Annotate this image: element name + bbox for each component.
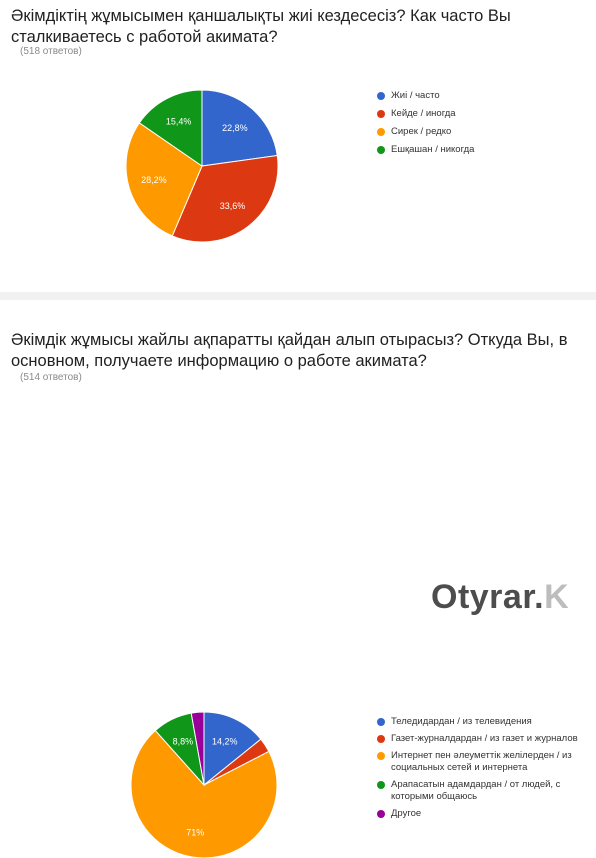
- legend-label: Газет-журналдардан / из газет и журналов: [391, 733, 578, 744]
- legend-label: Жиі / часто: [391, 90, 440, 101]
- question-card-source: Әкімдік жұмысы жайлы ақпаратты қайдан ал…: [0, 300, 596, 858]
- pie-chart-source: 14,2% 71% 8,8%: [130, 711, 278, 858]
- legend-item: Сирек / редко: [377, 126, 474, 138]
- response-count: (518 ответов): [20, 46, 82, 57]
- site-watermark-logo: Otyrar.K: [431, 578, 569, 617]
- question-card-frequency: Әкімдіктің жұмысымен қаншалықты жиі кезд…: [0, 0, 596, 292]
- legend-frequency: Жиі / часто Кейде / иногда Сирек / редко Еш…: [377, 90, 474, 162]
- watermark-text: Otyrar.: [431, 578, 545, 616]
- question-title: Әкімдік жұмысы жайлы ақпаратты қайдан ал…: [11, 331, 568, 370]
- watermark-text-faded: K: [544, 578, 570, 616]
- slice-data-label: 22,8%: [222, 123, 248, 133]
- legend-item: Арапасатын адамдардан / от людей, с кото…: [377, 779, 581, 803]
- legend-swatch: [377, 110, 385, 118]
- legend-item: Ешқашан / никогда: [377, 144, 474, 156]
- legend-swatch: [377, 146, 385, 154]
- legend-item: Кейде / иногда: [377, 108, 474, 120]
- response-count: (514 ответов): [20, 372, 82, 383]
- slice-data-label: 28,2%: [141, 175, 167, 185]
- slice-data-label: 15,4%: [166, 117, 192, 127]
- pie-chart-frequency: 22,8% 33,6% 28,2% 15,4%: [125, 89, 279, 243]
- legend-label: Другое: [391, 808, 422, 819]
- slice-data-label: 14,2%: [212, 737, 238, 747]
- legend-swatch: [377, 735, 385, 743]
- legend-item: Газет-журналдардан / из газет и журналов: [377, 733, 581, 745]
- pie-slice: [125, 122, 203, 237]
- legend-label: Ешқашан / никогда: [391, 144, 475, 155]
- legend-source: Теледидардан / из телевидения Газет-журна…: [377, 716, 581, 825]
- pie-slice: [138, 89, 203, 167]
- question-title: Әкімдіктің жұмысымен қаншалықты жиі кезд…: [11, 7, 511, 46]
- section-divider: [0, 292, 596, 300]
- slice-data-label: 33,6%: [220, 201, 246, 211]
- legend-label: Интернет пен әлеуметтік желілерден / из …: [391, 750, 572, 773]
- legend-item: Жиі / часто: [377, 90, 474, 102]
- legend-swatch: [377, 128, 385, 136]
- pie-slice: [201, 89, 278, 167]
- legend-label: Арапасатын адамдардан / от людей, с кото…: [391, 779, 561, 802]
- legend-label: Теледидардан / из телевидения: [391, 716, 532, 727]
- legend-swatch: [377, 810, 385, 818]
- legend-item: Теледидардан / из телевидения: [377, 716, 581, 728]
- legend-item: Интернет пен әлеуметтік желілерден / из …: [377, 750, 581, 774]
- pie-slice: [171, 154, 279, 243]
- legend-swatch: [377, 781, 385, 789]
- legend-label: Кейде / иногда: [391, 108, 456, 119]
- legend-swatch: [377, 752, 385, 760]
- legend-item: Другое: [377, 808, 581, 820]
- legend-swatch: [377, 92, 385, 100]
- slice-data-label: 71%: [186, 827, 204, 837]
- legend-label: Сирек / редко: [391, 126, 452, 137]
- slice-data-label: 8,8%: [173, 737, 194, 747]
- legend-swatch: [377, 718, 385, 726]
